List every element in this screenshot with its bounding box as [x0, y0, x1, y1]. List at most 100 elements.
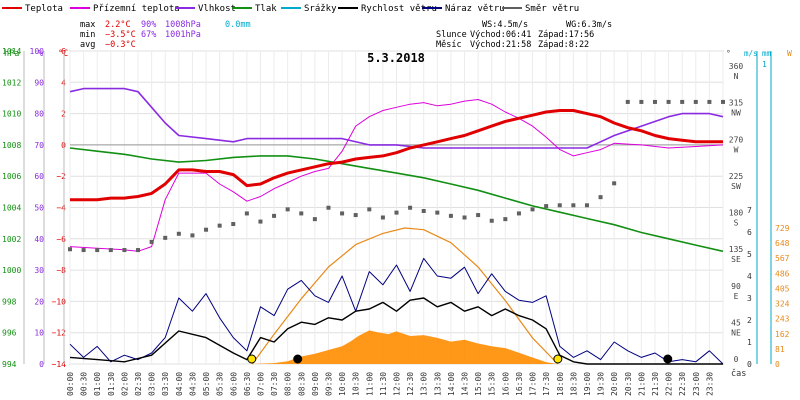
- wind-direction-point: [489, 218, 494, 223]
- time-tick: 15:30: [488, 372, 497, 396]
- time-tick: 21:30: [651, 372, 660, 396]
- time-tick: 07:00: [256, 372, 265, 396]
- temp-tick: −6: [56, 235, 66, 244]
- wind-direction-point: [217, 223, 222, 228]
- deg-tick: 0: [734, 355, 739, 364]
- temp-tick: −2: [56, 172, 66, 181]
- wind-direction-point: [81, 248, 86, 253]
- dir-tick: N: [734, 72, 739, 81]
- deg-tick: 315: [729, 99, 744, 108]
- wind-direction-point: [666, 99, 671, 104]
- time-tick: 13:00: [420, 372, 429, 396]
- pct-tick: 10: [34, 329, 44, 338]
- time-tick: 16:00: [501, 372, 510, 396]
- wind-direction-point: [693, 99, 698, 104]
- pct-tick: 60: [34, 172, 44, 181]
- legend-item-tlak: Tlak: [232, 4, 277, 14]
- time-tick: 10:30: [352, 372, 361, 396]
- stats-avg-label: avg: [80, 40, 95, 50]
- hpa-tick: 996: [2, 329, 17, 338]
- hpa-tick: 1006: [2, 172, 21, 181]
- hpa-tick: 1010: [2, 110, 21, 119]
- time-tick: 18:00: [556, 372, 565, 396]
- sunrise-info: Východ:06:41: [470, 30, 531, 40]
- hpa-tick: 994: [2, 360, 17, 369]
- time-tick: 12:30: [406, 372, 415, 396]
- time-tick: 23:30: [705, 372, 714, 396]
- wind-direction-point: [476, 213, 481, 218]
- sunset-marker: [553, 354, 563, 364]
- stats-min-hum: 67%: [141, 30, 156, 40]
- time-tick: 00:00: [66, 372, 75, 396]
- info-block: WS:4.5m/s WG:6.3m/s Slunce Východ:06:41 …: [436, 20, 612, 50]
- temp-tick: −4: [56, 204, 66, 213]
- wind-direction-point: [408, 205, 413, 210]
- series-p-zemn-teplota: [69, 99, 724, 252]
- wind-direction-point: [598, 195, 603, 200]
- wind-direction-point: [584, 203, 589, 208]
- stats-min-temp: −3.5°C: [105, 30, 136, 40]
- ms-tick: 2: [747, 316, 752, 325]
- stats-max-press: 1008hPa: [165, 20, 201, 30]
- time-label: čas: [731, 368, 746, 379]
- time-tick: 04:30: [188, 372, 197, 396]
- time-tick: 16:30: [515, 372, 524, 396]
- dir-tick: S: [734, 219, 739, 228]
- wind-direction-point: [435, 210, 440, 215]
- moonrise-info: Východ:21:58: [470, 40, 531, 50]
- legend-label: Srážky: [304, 4, 337, 14]
- sun-label: Slunce: [436, 30, 467, 40]
- moonset-info: Západ:8:22: [538, 40, 589, 50]
- time-tick: 20:00: [610, 372, 619, 396]
- legend-label: Směr větru: [525, 4, 579, 14]
- time-tick: 03:00: [148, 372, 157, 396]
- dir-tick: SW: [731, 182, 741, 191]
- hpa-tick: 1014: [2, 47, 21, 56]
- wind-direction-point: [285, 207, 290, 212]
- time-tick: 19:30: [597, 372, 606, 396]
- wind-direction-point: [612, 181, 617, 186]
- wind-direction-point: [571, 203, 576, 208]
- time-tick: 22:30: [678, 372, 687, 396]
- dir-tick: SE: [731, 255, 741, 264]
- dir-tick: NE: [731, 328, 741, 337]
- mm-unit: mm: [762, 49, 772, 58]
- wind-direction-point: [258, 219, 263, 224]
- stats-max-temp: 2.2°C: [105, 20, 131, 30]
- chart-title: 5.3.2018: [367, 51, 425, 65]
- pct-tick: 30: [34, 266, 44, 275]
- time-tick: 05:00: [202, 372, 211, 396]
- wind-direction-point: [652, 99, 657, 104]
- time-tick: 03:30: [161, 372, 170, 396]
- wind-gust-info: WG:6.3m/s: [566, 20, 612, 30]
- wind-direction-point: [272, 213, 277, 218]
- wm2-tick: 243: [775, 315, 790, 324]
- wind-direction-point: [639, 99, 644, 104]
- mm-tick: 1: [762, 60, 767, 69]
- legend-item-teplota: Teplota: [2, 4, 63, 14]
- legend-item-naraz: Náraz větru: [422, 4, 505, 14]
- time-tick: 12:00: [393, 372, 402, 396]
- stats-block: max 2.2°C 90% 1008hPa 0.0mm min −3.5°C 6…: [80, 20, 251, 50]
- time-tick: 21:00: [637, 372, 646, 396]
- pct-tick: 50: [34, 204, 44, 213]
- wind-direction-point: [530, 207, 535, 212]
- wind-direction-point: [122, 248, 127, 253]
- deg-tick: 135: [729, 245, 744, 254]
- legend-item-smer: Směr větru: [502, 4, 579, 14]
- legend-item-rychlost: Rychlost větru: [338, 4, 437, 14]
- time-tick: 17:30: [542, 372, 551, 396]
- series-n-raz-v-tru: [69, 257, 724, 365]
- wm2-tick: 486: [775, 269, 790, 278]
- time-tick: 11:30: [379, 372, 388, 396]
- pct-tick: 40: [34, 235, 44, 244]
- wind-direction-point: [108, 248, 113, 253]
- moon-label: Měsíc: [436, 40, 462, 50]
- hpa-tick: 1012: [2, 78, 21, 87]
- time-tick: 11:00: [365, 372, 374, 396]
- time-tick: 05:30: [216, 372, 225, 396]
- ms-tick: 0: [747, 360, 752, 369]
- ms-unit: m/s: [744, 49, 758, 58]
- wm2-tick: 405: [775, 284, 790, 293]
